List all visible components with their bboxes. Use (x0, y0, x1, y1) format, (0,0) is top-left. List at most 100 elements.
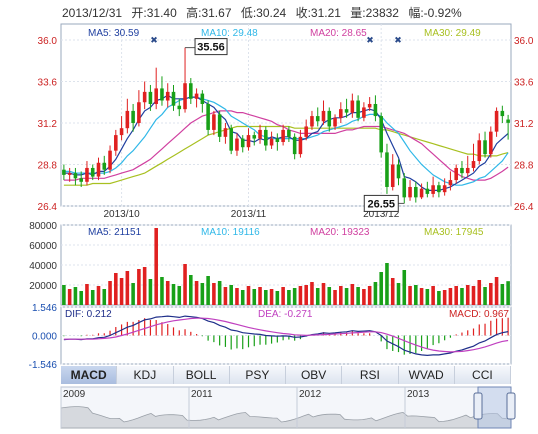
candle-body (258, 129, 262, 139)
candle-body (304, 126, 308, 137)
candle-body (500, 110, 505, 117)
candle-body (321, 110, 326, 122)
candle-body (212, 114, 216, 130)
volume-tick: 80000 (29, 221, 57, 232)
volume-bar (269, 289, 274, 305)
tab-macd[interactable]: MACD (61, 366, 118, 384)
ma30-line (63, 125, 509, 186)
ma20-line (63, 110, 509, 181)
volume-bar (160, 277, 164, 305)
macd-legend-item: DIF: 0.212 (65, 309, 112, 320)
candle-body (414, 186, 418, 198)
candle-body (240, 138, 245, 148)
high-label: 35.56 (197, 42, 225, 54)
volume-bar (315, 288, 320, 305)
volume-bar (114, 273, 118, 305)
volume-bar (390, 278, 395, 305)
volume-bar (62, 285, 66, 305)
price-tick-left: 31.2 (38, 119, 58, 130)
volume-bar (154, 228, 158, 305)
candle-body (125, 110, 130, 129)
price-tick-right: 28.8 (514, 161, 534, 172)
price-x-label: 2013/12 (363, 209, 400, 220)
candle-body (229, 128, 233, 151)
macd-tick: 0.000 (32, 332, 57, 343)
tab-rsi[interactable]: RSI (342, 366, 399, 384)
volume-bar (177, 286, 182, 305)
volume-bar (189, 275, 193, 305)
candle-body (373, 103, 378, 117)
candle-body (177, 105, 182, 110)
candle-body (189, 83, 193, 99)
price-legend-item: MA5: 30.59 (88, 28, 140, 39)
candle-body (419, 188, 424, 198)
candle-body (281, 129, 285, 143)
navigator-left-handle[interactable] (473, 392, 483, 420)
candle-body (356, 100, 360, 118)
volume-bar (500, 284, 505, 305)
candle-body (379, 116, 383, 153)
candle-body (471, 161, 476, 168)
volume-bar (465, 285, 470, 305)
price-legend-item: MA30: 29.49 (424, 28, 481, 39)
candle-body (396, 164, 401, 179)
price-tick-left: 36.0 (38, 36, 58, 47)
volume-tick: 20000 (29, 281, 57, 292)
tab-cci[interactable]: CCI (454, 366, 511, 384)
candle-body (217, 114, 222, 137)
price-tick-right: 26.4 (514, 202, 534, 213)
navigator-right-handle[interactable] (506, 392, 516, 420)
volume-bar (183, 264, 187, 305)
volume-bar (90, 290, 95, 305)
tab-obv[interactable]: OBV (286, 366, 343, 384)
volume-bar (327, 287, 332, 305)
volume-bar (102, 289, 107, 305)
price-tick-right: 36.0 (514, 36, 534, 47)
volume-bar (142, 267, 147, 305)
volume-bar (194, 281, 199, 305)
candle-body (62, 169, 66, 175)
price-tick-left: 28.8 (38, 161, 58, 172)
candle-body (402, 178, 407, 198)
tab-kdj[interactable]: KDJ (117, 366, 174, 384)
navigator-year-label: 2011 (191, 389, 213, 400)
volume-bar (471, 286, 476, 305)
navigator-year-label: 2012 (299, 389, 322, 400)
volume-bar (79, 291, 83, 305)
tab-wvad[interactable]: WVAD (398, 366, 455, 384)
volume-bar (367, 286, 372, 305)
candle-body (298, 136, 303, 155)
price-legend-item: MA20: 28.65 (310, 28, 367, 39)
tab-boll[interactable]: BOLL (173, 366, 230, 384)
volume-bar (460, 288, 464, 305)
volume-tick: 40000 (29, 261, 57, 272)
candle-body (327, 110, 332, 127)
quote-change: 幅:-0.92% (408, 6, 462, 20)
volume-bar (483, 287, 487, 305)
price-x-label: 2013/10 (103, 209, 140, 220)
volume-bar (252, 289, 257, 305)
volume-bar (344, 288, 349, 305)
candle-body (200, 93, 205, 104)
candle-body (96, 162, 101, 177)
candle-body (460, 167, 464, 174)
volume-bar (304, 285, 308, 305)
quote-open: 开:31.40 (131, 6, 177, 20)
candle-body (425, 188, 430, 194)
navigator-selection (477, 386, 512, 429)
candle-body (431, 185, 435, 194)
candle-body (160, 88, 164, 101)
macd-tick: 1.546 (32, 303, 57, 314)
price-legend-item: MA10: 29.48 (201, 28, 258, 39)
candle-body (465, 167, 470, 174)
volume-bar (240, 290, 245, 305)
tab-psy[interactable]: PSY (229, 366, 286, 384)
volume-bar (119, 278, 124, 305)
volume-bar (419, 288, 424, 305)
volume-bar (131, 283, 135, 305)
volume-bar (148, 279, 153, 305)
candle-body (85, 167, 89, 182)
candle-body (246, 135, 251, 148)
dif-line (63, 315, 509, 357)
